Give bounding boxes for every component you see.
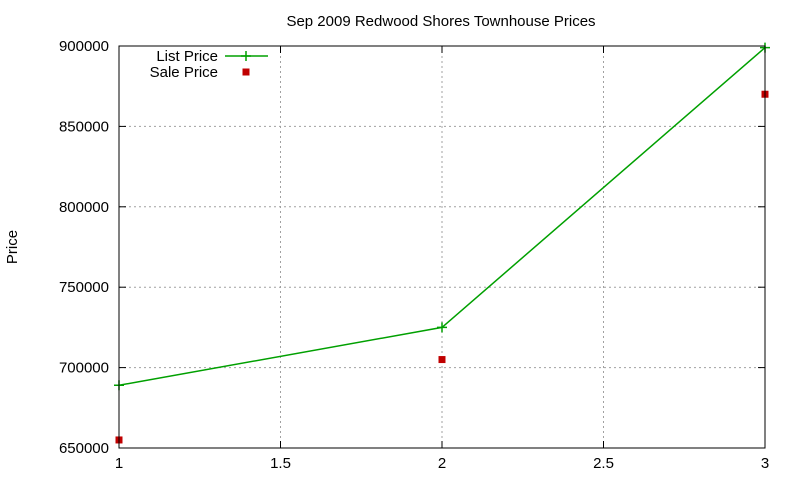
x-tick-label: 2 xyxy=(438,455,446,472)
axis-ticks: 650000 700000 750000 800000 850000 900000 1 1.5… xyxy=(59,38,769,472)
x-tick-label: 3 xyxy=(761,455,769,472)
y-tick-label: 850000 xyxy=(59,118,109,135)
y-tick-label: 700000 xyxy=(59,360,109,377)
legend-label-list-price: List Price xyxy=(156,48,218,65)
legend-item-sale-price: Sale Price xyxy=(150,64,250,81)
legend-marker-list-price xyxy=(241,51,251,61)
y-tick-label: 800000 xyxy=(59,199,109,216)
legend-item-list-price: List Price xyxy=(156,48,268,65)
legend-marker-sale-price xyxy=(242,68,250,76)
x-tick-label: 1 xyxy=(115,455,123,472)
x-tick-label: 1.5 xyxy=(270,455,291,472)
plot-frame xyxy=(118,45,766,449)
x-tick-label: 2.5 xyxy=(593,455,614,472)
chart-title: Sep 2009 Redwood Shores Townhouse Prices xyxy=(286,13,595,30)
y-tick-label: 900000 xyxy=(59,38,109,55)
legend-label-sale-price: Sale Price xyxy=(150,64,218,81)
sale-price-point xyxy=(438,356,446,364)
grid xyxy=(119,46,765,448)
y-axis-label: Price xyxy=(4,230,21,264)
y-tick-label: 650000 xyxy=(59,440,109,457)
list-price-point xyxy=(437,322,447,333)
y-tick-label: 750000 xyxy=(59,279,109,296)
